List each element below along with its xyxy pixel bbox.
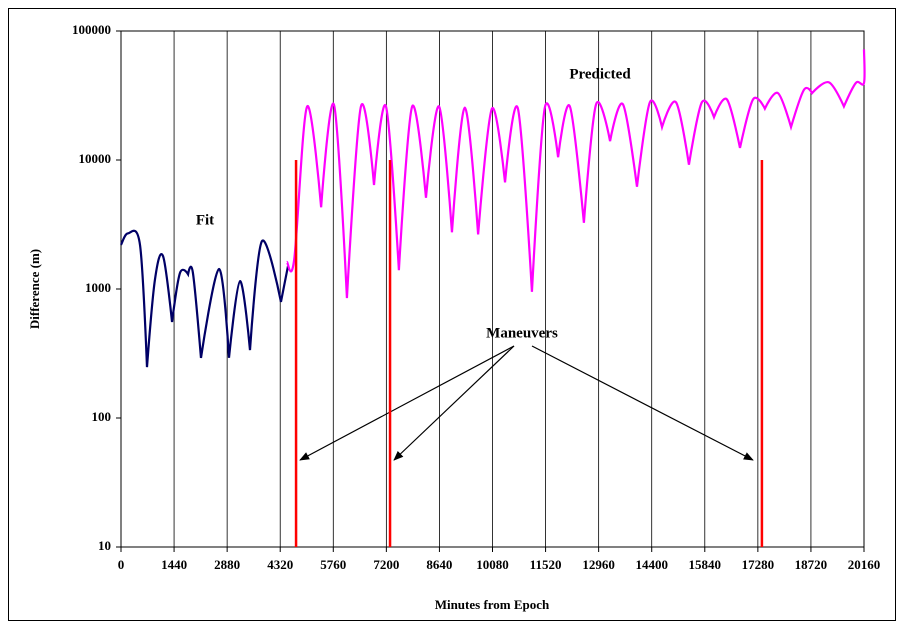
x-tick-label: 4320	[267, 557, 293, 572]
x-tick-label: 14400	[635, 557, 668, 572]
annotation-arrow	[531, 345, 754, 461]
x-tick-label: 7200	[373, 557, 399, 572]
x-tick-label: 12960	[582, 557, 615, 572]
y-tick-label: 10	[98, 538, 111, 553]
chart-frame	[8, 8, 896, 621]
x-tick-label: 1440	[161, 557, 187, 572]
y-axis-title: Difference (m)	[27, 249, 42, 329]
x-axis-title: Minutes from Epoch	[435, 597, 550, 612]
annotation-arrow	[393, 345, 515, 461]
fit-annotation: Fit	[196, 212, 214, 228]
annotation-arrow	[299, 345, 515, 461]
x-tick-label: 11520	[530, 557, 562, 572]
x-tick-label: 10080	[476, 557, 509, 572]
data-line	[285, 49, 866, 299]
maneuvers-annotation: Maneuvers	[486, 325, 558, 341]
y-tick-label: 100000	[72, 22, 111, 37]
x-tick-label: 5760	[320, 557, 346, 572]
x-tick-label: 8640	[426, 557, 452, 572]
x-tick-label: 17280	[742, 557, 775, 572]
y-tick-label: 10000	[79, 151, 112, 166]
predicted-annotation: Predicted	[569, 66, 631, 82]
y-tick-label: 1000	[85, 280, 111, 295]
y-tick-label: 100	[92, 409, 112, 424]
x-tick-label: 0	[118, 557, 125, 572]
x-tick-label: 18720	[795, 557, 828, 572]
x-tick-label: 2880	[214, 557, 240, 572]
data-line	[120, 229, 290, 368]
x-tick-label: 15840	[689, 557, 722, 572]
x-tick-label: 20160	[848, 557, 881, 572]
